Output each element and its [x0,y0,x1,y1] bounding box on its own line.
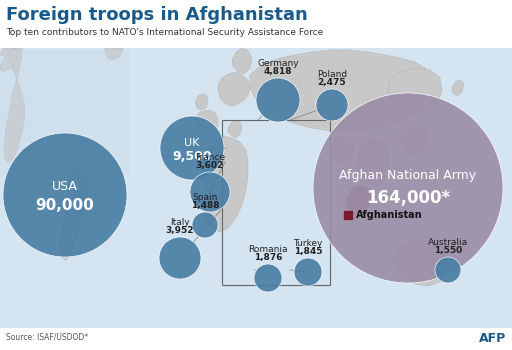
Polygon shape [0,38,25,162]
Polygon shape [195,94,208,110]
Polygon shape [228,120,242,138]
Text: 2,475: 2,475 [317,78,346,87]
Text: Italy: Italy [170,218,190,227]
Circle shape [192,212,218,238]
Text: 1,488: 1,488 [191,201,219,210]
Polygon shape [400,126,428,155]
Circle shape [190,172,230,212]
Circle shape [159,237,201,279]
Text: Turkey: Turkey [293,239,323,248]
Text: 1,550: 1,550 [434,246,462,255]
Circle shape [316,89,348,121]
Text: AFP: AFP [479,332,506,345]
Polygon shape [232,48,252,74]
Bar [0,0,512,48]
Text: Germany: Germany [257,59,299,68]
Text: 1,845: 1,845 [294,247,322,256]
Text: 164,000*: 164,000* [366,189,450,207]
Circle shape [3,133,127,257]
Text: 4,818: 4,818 [264,67,292,76]
Text: USA: USA [52,181,78,194]
Text: 9,500: 9,500 [172,149,212,162]
Bar [0,328,512,350]
Text: Poland: Poland [317,70,347,79]
Text: UK: UK [184,138,200,148]
Polygon shape [250,50,432,132]
Circle shape [294,258,322,286]
Text: 3,952: 3,952 [166,226,194,235]
Text: Foreign troops in Afghanistan: Foreign troops in Afghanistan [6,6,308,24]
Polygon shape [0,50,130,175]
Polygon shape [195,110,218,134]
Text: Spain: Spain [193,193,218,202]
Polygon shape [356,138,390,185]
Polygon shape [452,80,464,96]
Circle shape [435,257,461,283]
Polygon shape [60,168,88,260]
Polygon shape [204,136,248,232]
Polygon shape [105,36,124,60]
Text: 3,602: 3,602 [196,161,224,170]
Polygon shape [330,136,355,162]
Text: Source: ISAF/USDOD*: Source: ISAF/USDOD* [6,332,88,341]
Polygon shape [388,68,442,115]
Text: Afghan National Army: Afghan National Army [339,169,477,182]
Text: France: France [195,153,225,162]
Polygon shape [0,48,18,72]
Polygon shape [346,185,372,214]
Circle shape [254,264,282,292]
Text: Top ten contributors to NATO's International Security Assistance Force: Top ten contributors to NATO's Internati… [6,28,323,37]
Bar [222,120,330,285]
Circle shape [160,116,224,180]
Text: Romania: Romania [248,245,288,254]
Circle shape [313,93,503,283]
Text: Australia: Australia [428,238,468,247]
Polygon shape [392,240,448,286]
Circle shape [256,78,300,122]
Text: 1,876: 1,876 [254,253,282,262]
Polygon shape [218,72,250,106]
Text: 90,000: 90,000 [36,197,94,212]
Text: Afghanistan: Afghanistan [356,210,422,220]
